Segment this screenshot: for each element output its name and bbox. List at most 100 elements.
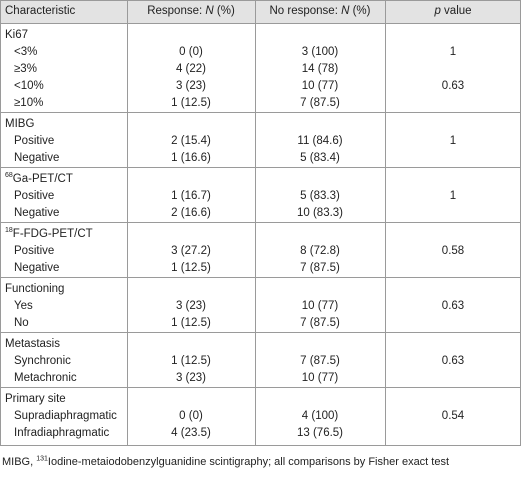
header-cell: Characteristic xyxy=(5,3,127,20)
group-label: 68Ga-PET/CT xyxy=(5,171,127,188)
no-response: 7 (87.5) xyxy=(300,262,340,274)
text: (%) xyxy=(213,5,235,17)
no-response-cell: 7 (87.5) xyxy=(255,95,385,112)
row-divider xyxy=(0,167,521,168)
response: 0 (0) xyxy=(179,46,203,58)
response: 1 (12.5) xyxy=(171,355,211,367)
no-response-cell: 8 (72.8) xyxy=(255,243,385,260)
text: Iodine-metaiodobenzylguanidine scintigra… xyxy=(47,456,450,468)
row-label: <10% xyxy=(14,80,44,92)
text: No response: xyxy=(269,5,342,17)
no-response-cell: 10 (77) xyxy=(255,298,385,315)
text: Ga-PET/CT xyxy=(12,173,73,185)
no-response: 3 (100) xyxy=(301,46,339,58)
row-label: Positive xyxy=(14,190,55,202)
no-response: 5 (83.4) xyxy=(300,152,340,164)
group-label: Metastasis xyxy=(5,336,127,353)
response-cell: 1 (12.5) xyxy=(127,353,255,370)
row-label: Positive xyxy=(14,245,55,257)
no-response: 7 (87.5) xyxy=(300,97,340,109)
row-label-cell: ≥3% xyxy=(14,61,127,78)
response-cell: 1 (12.5) xyxy=(127,315,255,332)
response-cell: 4 (22) xyxy=(127,61,255,78)
row-divider xyxy=(0,222,521,223)
response: 1 (12.5) xyxy=(171,97,211,109)
no-response: 10 (77) xyxy=(301,80,339,92)
group-label: Ki67 xyxy=(5,27,127,44)
row-label-cell: <10% xyxy=(14,78,127,95)
row-divider xyxy=(0,387,521,388)
no-response-cell: 10 (83.3) xyxy=(255,205,385,222)
p-value-cell: 1 xyxy=(385,133,521,150)
response: 1 (12.5) xyxy=(171,317,211,329)
table-top-border xyxy=(0,0,521,1)
response-cell: 2 (15.4) xyxy=(127,133,255,150)
response-cell: 4 (23.5) xyxy=(127,425,255,442)
p-value-cell: 1 xyxy=(385,188,521,205)
response: 0 (0) xyxy=(179,410,203,422)
p-value-cell: 1 xyxy=(385,44,521,61)
row-divider xyxy=(0,23,521,24)
row-divider xyxy=(0,112,521,113)
no-response-cell: 5 (83.3) xyxy=(255,188,385,205)
superscript: 18 xyxy=(5,227,13,235)
p-value-cell: 0.63 xyxy=(385,298,521,315)
row-label-cell: Negative xyxy=(14,150,127,167)
no-response: 10 (77) xyxy=(301,372,339,384)
row-label: Yes xyxy=(14,300,33,312)
row-divider xyxy=(0,445,521,446)
no-response: 8 (72.8) xyxy=(300,245,340,257)
p-value: 1 xyxy=(449,190,457,202)
no-response-cell: 10 (77) xyxy=(255,78,385,95)
response: 1 (16.7) xyxy=(171,190,211,202)
response-cell: 3 (23) xyxy=(127,78,255,95)
p-value-cell: 0.63 xyxy=(385,353,521,370)
response: 3 (23) xyxy=(175,372,207,384)
text: F-FDG-PET/CT xyxy=(12,228,93,240)
response: 4 (22) xyxy=(175,63,207,75)
p-value: 0.54 xyxy=(441,410,465,422)
no-response: 4 (100) xyxy=(301,410,339,422)
row-label: Negative xyxy=(14,207,60,219)
response: 4 (23.5) xyxy=(171,427,211,439)
p-value: 0.63 xyxy=(441,300,465,312)
no-response: 10 (77) xyxy=(301,300,339,312)
header-cell: Response: N (%) xyxy=(127,3,255,20)
text: Functioning xyxy=(5,283,65,295)
response: 3 (23) xyxy=(175,300,207,312)
response-cell: 1 (12.5) xyxy=(127,95,255,112)
row-label-cell: Metachronic xyxy=(14,370,127,387)
response-cell: 1 (12.5) xyxy=(127,260,255,277)
superscript: 68 xyxy=(5,172,13,180)
no-response-cell: 4 (100) xyxy=(255,408,385,425)
row-label: Negative xyxy=(14,152,60,164)
p-value: 0.63 xyxy=(441,80,465,92)
row-label: No xyxy=(14,317,29,329)
response-cell: 1 (16.6) xyxy=(127,150,255,167)
no-response: 14 (78) xyxy=(301,63,339,75)
p-value: 0.63 xyxy=(441,355,465,367)
table-left-border xyxy=(0,0,1,445)
row-label: Synchronic xyxy=(14,355,71,367)
response-cell: 3 (23) xyxy=(127,298,255,315)
response: 2 (15.4) xyxy=(171,135,211,147)
row-label: Infradiaphragmatic xyxy=(14,427,110,439)
row-label: Positive xyxy=(14,135,55,147)
text: (%) xyxy=(349,5,371,17)
row-label-cell: Negative xyxy=(14,260,127,277)
text: MIBG, xyxy=(2,456,37,468)
no-response-cell: 13 (76.5) xyxy=(255,425,385,442)
column-divider xyxy=(255,0,256,445)
text: Metastasis xyxy=(5,338,60,350)
row-label-cell: Supradiaphragmatic xyxy=(14,408,127,425)
response: 3 (27.2) xyxy=(171,245,211,257)
text: Response: xyxy=(147,5,206,17)
no-response-cell: 3 (100) xyxy=(255,44,385,61)
p-value: 1 xyxy=(449,135,457,147)
column-divider xyxy=(127,0,128,445)
column-divider xyxy=(385,0,386,445)
row-label-cell: No xyxy=(14,315,127,332)
row-label: Supradiaphragmatic xyxy=(14,410,117,422)
row-label: ≥3% xyxy=(14,63,37,75)
